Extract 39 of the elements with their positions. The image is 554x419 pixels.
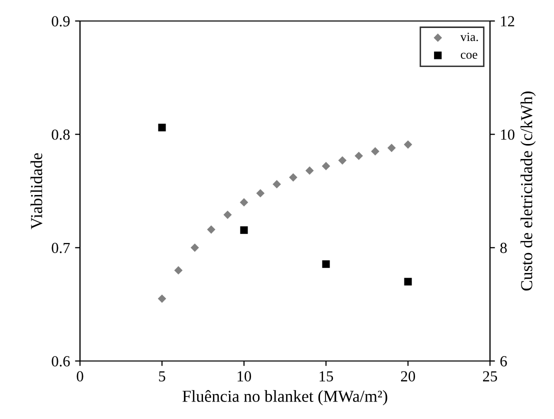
point [223, 210, 232, 219]
point [305, 166, 314, 175]
point [371, 147, 380, 156]
point [338, 156, 347, 165]
y-tick-label: 0.7 [52, 242, 70, 254]
point [190, 244, 199, 252]
y-tick-label: 0.9 [52, 16, 70, 27]
y2-tick-label: 6 [500, 356, 507, 366]
x-tick-label: 10 [238, 371, 252, 382]
point [404, 278, 412, 286]
point [240, 198, 248, 206]
x-tick-label: 0 [76, 371, 84, 382]
y2-tick-label: 10 [501, 129, 514, 140]
point [272, 180, 281, 188]
legend-label: via. [460, 32, 478, 42]
point [158, 294, 166, 303]
point [387, 144, 396, 152]
point [404, 140, 412, 149]
point [322, 260, 330, 268]
legend-label: coe [460, 52, 478, 59]
point [174, 266, 183, 274]
point [354, 152, 363, 160]
x-tick-label: 15 [320, 371, 334, 382]
point [207, 225, 216, 234]
point [322, 162, 330, 170]
point [240, 226, 248, 234]
y-tick-label: 0.8 [52, 129, 70, 140]
x-tick-label: 25 [483, 371, 498, 382]
point [256, 189, 265, 198]
y-axis-title: Viabilidade [30, 153, 42, 230]
point [158, 124, 166, 132]
point [289, 173, 298, 182]
y2-axis-title: Custo de eletricidade (c/kWh) [520, 92, 536, 291]
y-tick-label: 0.6 [52, 356, 70, 367]
x-tick-label: 5 [159, 371, 166, 382]
y2-tick-label: 12 [501, 16, 514, 26]
y2-tick-label: 8 [500, 242, 507, 254]
x-tick-label: 20 [401, 371, 416, 382]
x-axis-title: Fluência no blanket (MWa/m²) [182, 390, 388, 406]
